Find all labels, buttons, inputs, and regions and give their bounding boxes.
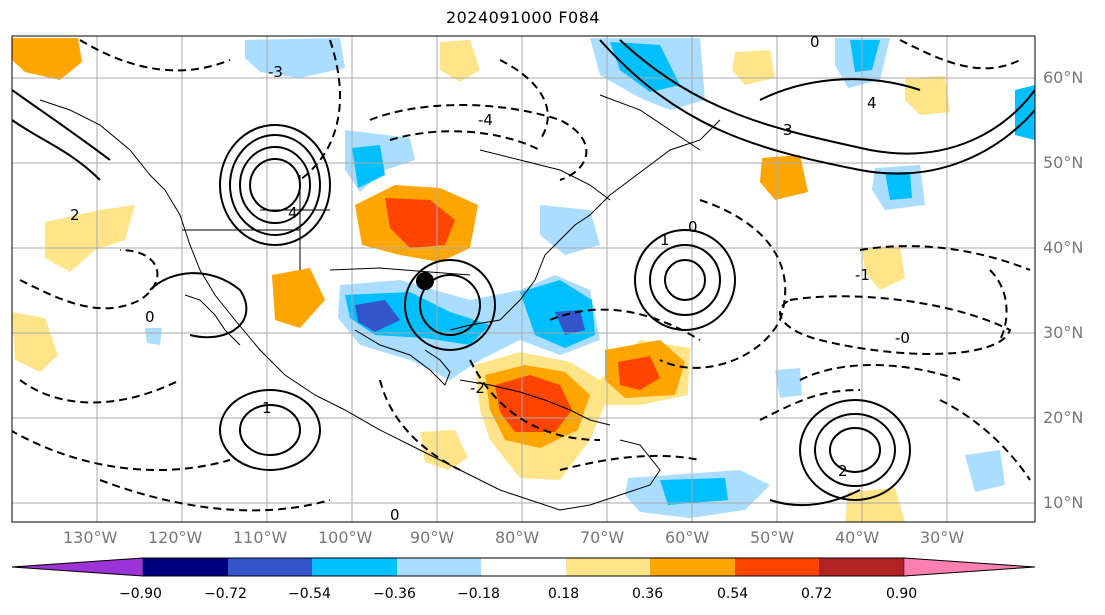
shade-positive bbox=[905, 76, 950, 115]
shade-negative bbox=[965, 450, 1005, 492]
contour-label: -0 bbox=[895, 329, 910, 347]
lon-label: 40°W bbox=[835, 528, 880, 547]
colorbar-segment bbox=[397, 558, 481, 576]
colorbar-tick-label: 0.90 bbox=[886, 586, 918, 602]
lon-label: 110°W bbox=[233, 528, 288, 547]
lon-label: 80°W bbox=[495, 528, 540, 547]
contour-label: 2 bbox=[70, 206, 80, 224]
shade-positive bbox=[845, 488, 905, 522]
shade-positive bbox=[862, 246, 905, 290]
shade-negative bbox=[145, 328, 162, 345]
contours-negative bbox=[12, 39, 1031, 512]
contour-labels: -3 -4 4 3 4 0 0 1 -1 -0 -2 1 2 0 0 2 bbox=[70, 33, 910, 524]
contour-label: 4 bbox=[288, 204, 298, 222]
colorbar-segment bbox=[143, 558, 228, 576]
lat-label: 30°N bbox=[1043, 323, 1084, 342]
shade-negative bbox=[610, 42, 680, 92]
contours-positive bbox=[12, 39, 1035, 507]
colorbar-segment bbox=[312, 558, 397, 576]
lon-label: 130°W bbox=[63, 528, 118, 547]
contour-label: 1 bbox=[262, 399, 272, 417]
map-title: 2024091000 F084 bbox=[445, 8, 601, 27]
lon-label: 50°W bbox=[750, 528, 795, 547]
shade-positive bbox=[618, 356, 660, 390]
lon-label: 100°W bbox=[318, 528, 373, 547]
lon-label: 90°W bbox=[410, 528, 455, 547]
contour-label: -1 bbox=[855, 266, 870, 284]
contour-label: 0 bbox=[810, 33, 820, 51]
lon-label: 30°W bbox=[920, 528, 965, 547]
colorbar-segment bbox=[481, 558, 566, 576]
shade-negative bbox=[555, 310, 585, 335]
colorbar-tick-label: −0.54 bbox=[288, 586, 331, 602]
shade-positive bbox=[45, 205, 135, 272]
contour-label: -3 bbox=[268, 63, 283, 81]
contour-label: 2 bbox=[838, 462, 848, 480]
colorbar-segment bbox=[650, 558, 735, 576]
colorbar-tick-label: −0.36 bbox=[373, 586, 416, 602]
contour-label: 1 bbox=[660, 231, 670, 249]
shade-positive bbox=[12, 312, 58, 372]
shade-positive bbox=[420, 430, 468, 470]
shade-negative bbox=[245, 38, 345, 78]
shade-negative bbox=[775, 368, 802, 398]
shade-positive bbox=[440, 40, 480, 82]
shade-positive bbox=[12, 38, 82, 80]
contour-label: 0 bbox=[145, 308, 155, 326]
contour-label: 0 bbox=[688, 218, 698, 236]
lat-label: 20°N bbox=[1043, 408, 1084, 427]
lon-label: 60°W bbox=[665, 528, 710, 547]
colorbar-tick-label: −0.72 bbox=[204, 586, 247, 602]
contour-label: -2 bbox=[470, 379, 485, 397]
shade-positive bbox=[732, 50, 775, 85]
shading-layer bbox=[12, 38, 1035, 522]
colorbar-tick-label: −0.90 bbox=[119, 586, 162, 602]
colorbar-tick-label: 0.72 bbox=[801, 586, 833, 602]
colorbar-segment bbox=[903, 557, 1036, 577]
lat-label: 10°N bbox=[1043, 493, 1084, 512]
shade-negative bbox=[355, 300, 400, 332]
contour-label: 3 bbox=[783, 121, 793, 139]
lat-label: 40°N bbox=[1043, 238, 1084, 257]
colorbar-segment bbox=[566, 558, 650, 576]
colorbar-segment bbox=[11, 557, 144, 577]
colorbar-tick-label: −0.18 bbox=[457, 586, 500, 602]
colorbar-tick-label: 0.54 bbox=[717, 586, 749, 602]
contour-label: 4 bbox=[867, 94, 877, 112]
contour-label: -4 bbox=[478, 111, 493, 129]
coastlines bbox=[39, 94, 721, 511]
colorbar-segment bbox=[228, 558, 312, 576]
shade-negative bbox=[352, 145, 385, 188]
map-frame bbox=[11, 35, 1036, 523]
location-marker bbox=[416, 272, 434, 290]
colorbar-tick-label: 0.36 bbox=[632, 586, 664, 602]
colorbar-segment bbox=[819, 558, 904, 576]
shade-positive bbox=[760, 155, 808, 200]
colorbar-segment bbox=[735, 558, 819, 576]
lat-label: 50°N bbox=[1043, 153, 1084, 172]
colorbar-tick-label: 0.18 bbox=[548, 586, 580, 602]
colorbar-outline bbox=[11, 557, 1036, 577]
shade-negative bbox=[885, 172, 912, 200]
lon-label: 70°W bbox=[580, 528, 625, 547]
lat-label: 60°N bbox=[1043, 68, 1084, 87]
contour-label: 0 bbox=[390, 506, 400, 524]
shade-negative bbox=[660, 478, 728, 505]
lon-label: 120°W bbox=[148, 528, 203, 547]
shade-negative bbox=[850, 40, 880, 72]
shade-positive bbox=[272, 268, 325, 328]
colorbar bbox=[11, 557, 1036, 577]
